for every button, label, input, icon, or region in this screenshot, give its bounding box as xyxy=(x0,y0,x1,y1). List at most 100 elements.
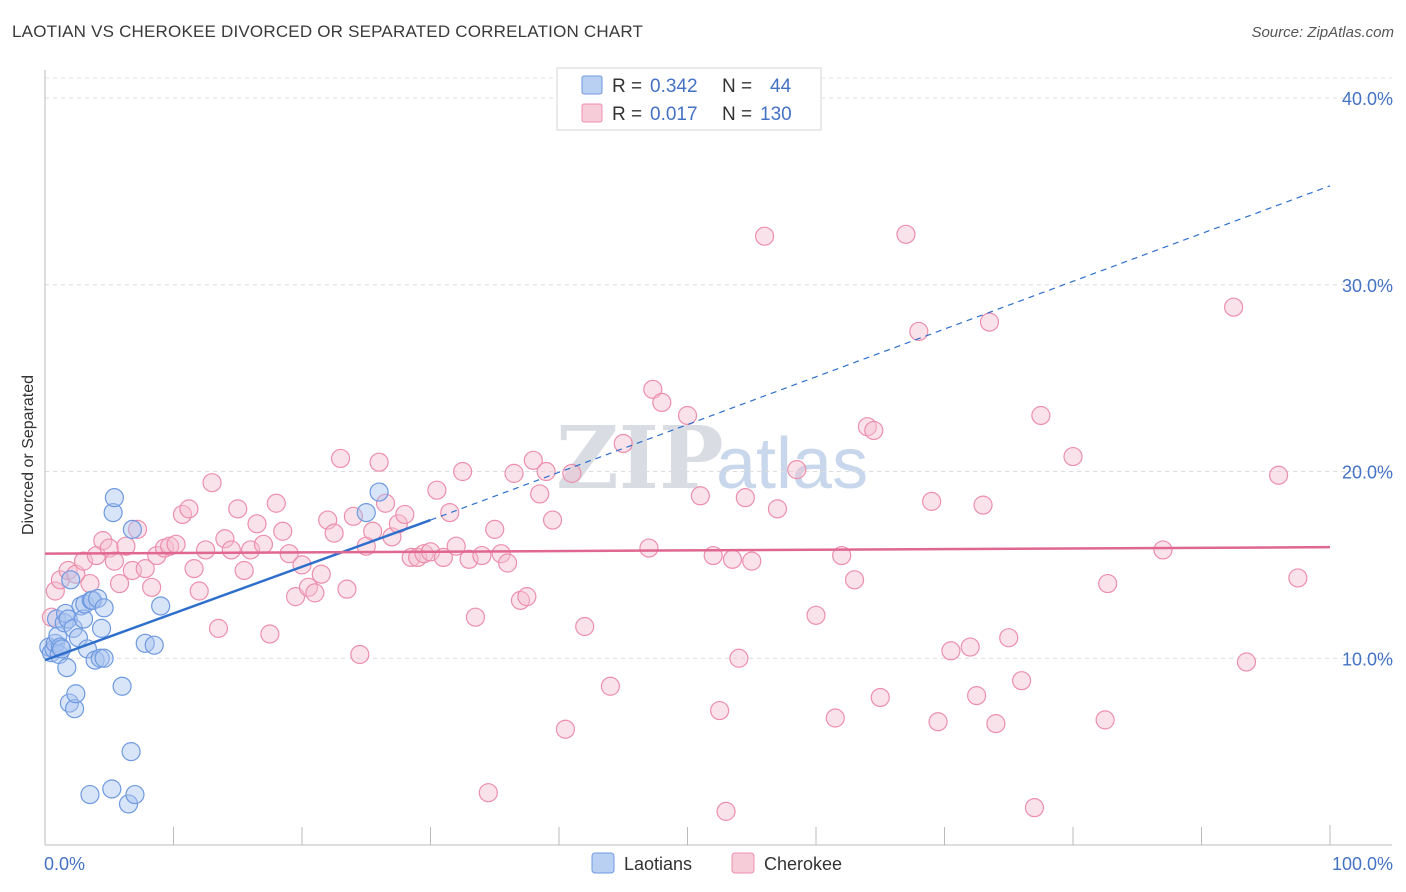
cherokee-point-72 xyxy=(498,553,518,573)
cherokee-point-75 xyxy=(517,587,537,607)
laotians-point-14 xyxy=(61,570,81,590)
laotians-point-36 xyxy=(118,794,139,814)
cherokee-point-37 xyxy=(273,521,293,541)
stats-legend: R = 0.342 N = 44 R = 0.017 N = 130 xyxy=(556,67,822,131)
cherokee-point-128 xyxy=(1288,568,1308,588)
laotians-point-34 xyxy=(104,488,124,508)
cherokee-point-25 xyxy=(196,540,216,560)
cherokee-point-14 xyxy=(127,519,148,539)
laotians-point-33 xyxy=(103,502,123,523)
cherokee-point-20 xyxy=(166,534,186,554)
cherokee-point-94 xyxy=(729,648,749,668)
laotians-point-11 xyxy=(57,657,77,678)
cherokee-point-48 xyxy=(343,506,363,526)
cherokee-point-68 xyxy=(472,545,492,566)
cherokee-point-30 xyxy=(228,499,248,519)
legend-r-value-laotians: 0.342 xyxy=(650,76,698,97)
y-tick-label-40: 40.0% xyxy=(1342,89,1393,109)
trend-lines xyxy=(44,185,1331,662)
cherokee-point-82 xyxy=(575,616,595,637)
laotians-point-16 xyxy=(64,699,85,719)
cherokee-point-63 xyxy=(440,502,460,523)
cherokee-point-126 xyxy=(1236,652,1257,672)
y-tick-label-10: 10.0% xyxy=(1342,649,1393,669)
cherokee-point-117 xyxy=(999,628,1019,648)
laotians-point-39 xyxy=(125,784,145,805)
cherokee-point-108 xyxy=(909,321,929,342)
cherokee-point-16 xyxy=(142,577,162,597)
cherokee-point-79 xyxy=(542,510,563,530)
laotians-point-43 xyxy=(356,502,376,523)
watermark: ZIP atlas xyxy=(556,408,868,509)
cherokee-point-43 xyxy=(311,564,331,584)
cherokee-point-24 xyxy=(189,581,209,601)
cherokee-point-45 xyxy=(324,523,344,543)
cherokee-point-121 xyxy=(1063,446,1083,467)
cherokee-point-110 xyxy=(928,712,948,732)
cherokee-point-78 xyxy=(536,461,556,482)
cherokee-point-105 xyxy=(864,420,884,441)
legend-n-label-cherokee: N = xyxy=(722,104,752,125)
cherokee-point-65 xyxy=(453,461,473,482)
cherokee-point-113 xyxy=(967,686,987,706)
cherokee-point-84 xyxy=(613,433,633,454)
laotians-point-41 xyxy=(144,635,164,655)
source-attribution: Source: ZipAtlas.com xyxy=(1251,24,1394,41)
cherokee-point-26 xyxy=(202,473,222,493)
cherokee-point-61 xyxy=(427,480,447,500)
cherokee-point-77 xyxy=(530,484,550,504)
y-tick-label-30: 30.0% xyxy=(1342,276,1393,296)
laotians-trend-line xyxy=(44,518,431,662)
cherokee-point-103 xyxy=(844,570,865,590)
cherokee-point-49 xyxy=(350,644,370,665)
bottom-legend-swatch-laotians xyxy=(591,852,615,874)
cherokee-point-96 xyxy=(742,551,762,571)
cherokee-point-27 xyxy=(208,618,229,638)
cherokee-point-118 xyxy=(1011,671,1032,691)
cherokee-point-8 xyxy=(93,531,113,551)
cherokee-point-92 xyxy=(716,801,736,821)
cherokee-point-80 xyxy=(555,719,576,739)
cherokee-point-23 xyxy=(184,559,204,579)
laotians-point-27 xyxy=(88,588,108,609)
legend-n-label-laotians: N = xyxy=(722,76,752,97)
cherokee-point-36 xyxy=(266,493,286,513)
cherokee-point-46 xyxy=(330,448,351,469)
cherokee-point-93 xyxy=(722,549,743,569)
cherokee-point-35 xyxy=(260,624,280,644)
cherokee-point-1 xyxy=(45,581,65,601)
cherokee-point-15 xyxy=(135,559,155,579)
x-tick-labels: 0.0% 100.0% xyxy=(44,854,1393,874)
cherokee-point-11 xyxy=(109,573,130,594)
laotians-point-23 xyxy=(80,784,100,805)
x-tick-label-max: 100.0% xyxy=(1332,854,1393,874)
cherokee-point-56 xyxy=(395,504,415,525)
y-tick-label-20: 20.0% xyxy=(1342,463,1393,483)
series-legend: Laotians Cherokee xyxy=(591,852,842,874)
cherokee-point-42 xyxy=(305,583,325,603)
cherokee-point-106 xyxy=(870,687,890,708)
cherokee-point-52 xyxy=(369,452,389,472)
cherokee-point-119 xyxy=(1024,798,1045,818)
bottom-legend-laotians: Laotians xyxy=(624,854,692,874)
cherokee-point-122 xyxy=(1095,710,1115,730)
cherokee-point-87 xyxy=(652,392,672,413)
laotians-point-12 xyxy=(58,609,78,629)
cherokee-point-102 xyxy=(832,545,852,566)
chart-title: LAOTIAN VS CHEROKEE DIVORCED OR SEPARATE… xyxy=(12,22,644,41)
cherokee-point-115 xyxy=(979,312,1000,332)
cherokee-point-98 xyxy=(767,499,788,519)
y-axis-title: Divorced or Separated xyxy=(20,375,37,535)
cherokee-point-12 xyxy=(116,536,136,556)
legend-n-value-cherokee: 130 xyxy=(760,104,792,125)
cherokee-point-71 xyxy=(491,544,511,564)
cherokee-point-112 xyxy=(960,637,980,657)
cherokee-point-120 xyxy=(1031,405,1051,426)
cherokee-point-83 xyxy=(600,676,621,696)
cherokee-point-33 xyxy=(247,514,267,534)
laotians-point-13 xyxy=(59,693,80,713)
cherokee-point-22 xyxy=(179,499,199,519)
legend-swatch-laotians xyxy=(581,75,603,95)
laotians-point-37 xyxy=(121,742,141,762)
